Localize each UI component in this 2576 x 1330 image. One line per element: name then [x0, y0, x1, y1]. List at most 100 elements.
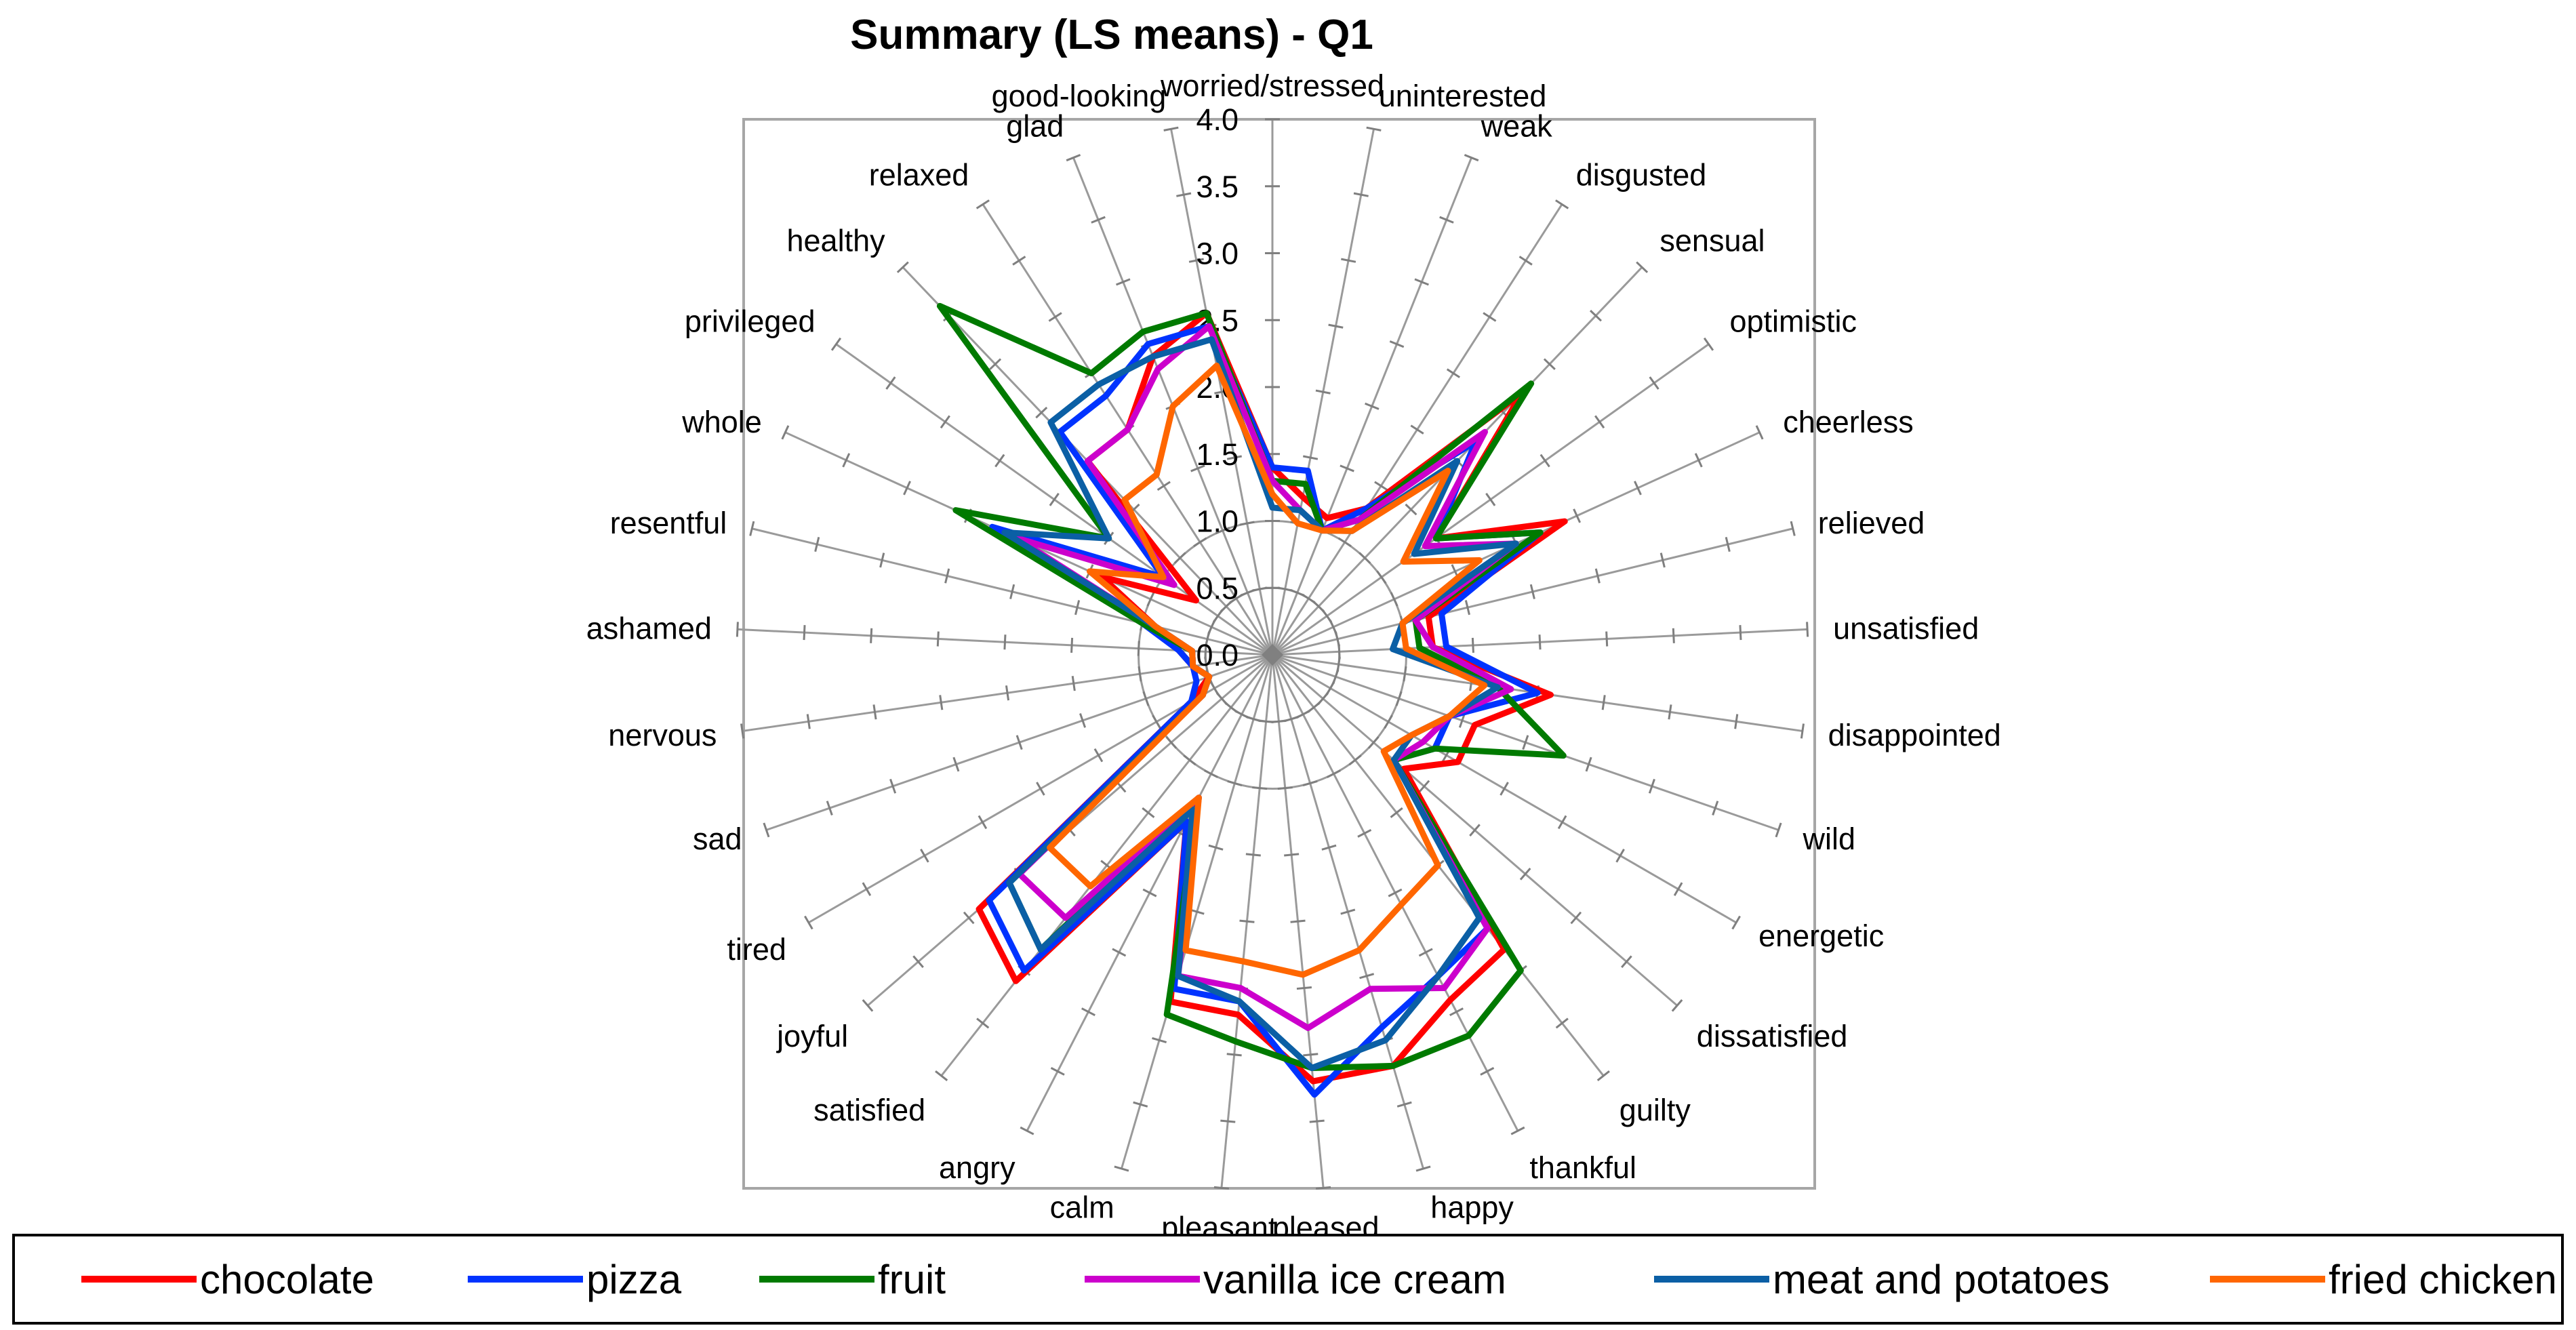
tick-mark	[749, 521, 755, 536]
category-label-nervous: nervous	[608, 718, 717, 752]
tick-mark	[1176, 192, 1192, 197]
tick-mark	[1337, 537, 1352, 548]
legend-label-pizza: pizza	[586, 1257, 682, 1302]
tick-mark	[1156, 481, 1171, 491]
tick-mark	[1209, 681, 1220, 696]
tick-mark	[1009, 584, 1015, 599]
tick-mark	[1446, 368, 1461, 378]
tick-mark	[912, 955, 924, 968]
tick-mark	[1093, 748, 1104, 763]
tick-mark	[1648, 778, 1655, 794]
tick-mark	[1277, 786, 1293, 790]
category-label-good-looking: good-looking	[992, 79, 1167, 113]
tick-mark	[944, 568, 950, 584]
tick-mark	[1594, 568, 1601, 584]
tick-mark	[740, 723, 745, 739]
category-label-guilty: guilty	[1619, 1093, 1691, 1127]
tick-mark	[1518, 256, 1533, 266]
tick-mark	[1388, 888, 1403, 898]
tick-mark	[885, 376, 896, 390]
tick-mark	[1220, 1119, 1236, 1123]
category-label-healthy: healthy	[786, 224, 885, 258]
tick-mark	[1590, 310, 1603, 322]
tick-mark	[994, 454, 1005, 468]
series-line-fruit	[936, 302, 1567, 1071]
tick-mark	[1227, 780, 1243, 787]
tick-mark	[1190, 464, 1205, 472]
tick-mark	[1289, 588, 1305, 597]
tick-mark	[1283, 716, 1299, 723]
tick-mark	[1240, 588, 1255, 597]
tick-mark	[1035, 406, 1048, 419]
category-label-uninterested: uninterested	[1379, 79, 1547, 113]
tick-mark	[1671, 999, 1683, 1012]
tick-mark	[1668, 704, 1672, 720]
category-label-energetic: energetic	[1758, 919, 1884, 953]
tick-label: 4.0	[1196, 102, 1239, 137]
tick-mark	[1555, 199, 1569, 209]
tick-mark	[1133, 1101, 1148, 1108]
tick-label: 0.5	[1196, 571, 1239, 605]
tick-mark	[830, 337, 842, 351]
tick-mark	[1570, 911, 1582, 925]
tick-mark	[1226, 455, 1243, 460]
category-label-unsatisfied: unsatisfied	[1833, 611, 1979, 646]
category-label-sensual: sensual	[1659, 224, 1765, 258]
tick-mark	[1215, 527, 1230, 535]
tick-mark	[1348, 754, 1362, 766]
tick-mark	[1615, 848, 1625, 863]
tick-mark	[1081, 1007, 1095, 1017]
tick-mark	[935, 1070, 948, 1081]
category-label-calm: calm	[1050, 1190, 1114, 1225]
tick-mark	[1659, 552, 1666, 568]
tick-mark	[1307, 702, 1321, 713]
tick-mark	[1317, 692, 1329, 705]
tick-mark	[903, 481, 911, 496]
category-label-sad: sad	[693, 822, 742, 856]
tick-mark	[1295, 710, 1310, 719]
tick-mark	[1366, 126, 1382, 132]
category-label-joyful: joyful	[776, 1019, 848, 1053]
legend-label-vanilla-ice-cream: vanilla ice cream	[1203, 1257, 1506, 1302]
tick-mark	[1800, 723, 1805, 739]
tick-mark	[1173, 552, 1186, 564]
tick-mark	[1234, 710, 1249, 719]
tick-mark	[1538, 634, 1542, 650]
tick-mark	[989, 358, 1002, 370]
tick-mark	[1246, 716, 1262, 723]
tick-mark	[1321, 844, 1337, 851]
tick-mark	[1539, 454, 1550, 468]
tick-mark	[1464, 154, 1479, 162]
tick-mark	[870, 628, 873, 643]
category-label-optimistic: optimistic	[1730, 304, 1857, 339]
tick-mark	[842, 453, 851, 468]
tick-mark	[1315, 389, 1331, 395]
tick-mark	[1389, 340, 1405, 348]
tick-mark	[1049, 493, 1060, 506]
tick-mark	[1302, 780, 1318, 787]
tick-mark	[1522, 735, 1529, 750]
tick-mark	[1449, 1007, 1464, 1017]
category-label-relaxed: relaxed	[869, 157, 969, 192]
tick-mark	[1649, 376, 1659, 390]
chart-title: Summary (LS means) - Q1	[850, 12, 1373, 58]
tick-mark	[1439, 216, 1454, 224]
tick-mark	[1359, 552, 1371, 564]
tick-label: 3.0	[1196, 237, 1239, 271]
tick-mark	[1074, 600, 1081, 616]
tick-mark	[736, 622, 739, 637]
tick-mark	[1328, 323, 1344, 329]
tick-mark	[804, 915, 813, 930]
tick-mark	[1296, 986, 1312, 990]
tick-mark	[1193, 537, 1207, 548]
tick-mark	[1163, 126, 1179, 132]
category-label-worried-stressed: worried/stressed	[1160, 68, 1384, 103]
tick-mark	[1302, 593, 1316, 604]
tick-mark	[976, 1017, 990, 1029]
tick-mark	[1112, 948, 1127, 957]
tick-mark	[1384, 714, 1393, 729]
tick-mark	[1309, 1119, 1325, 1123]
tick-mark	[1327, 769, 1341, 778]
tick-mark	[952, 757, 960, 772]
